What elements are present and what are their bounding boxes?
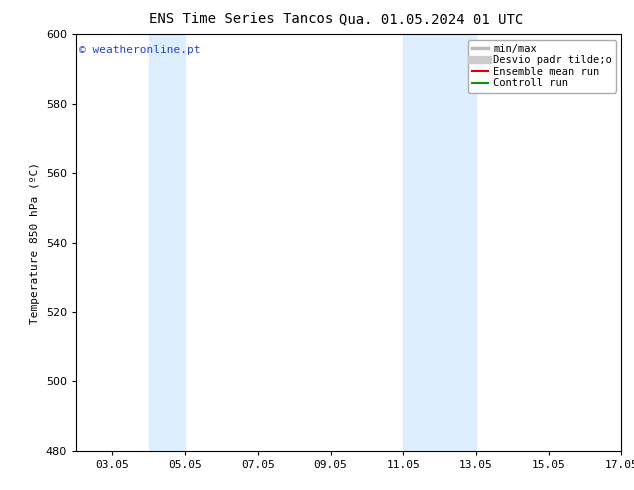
- Legend: min/max, Desvio padr tilde;o, Ensemble mean run, Controll run: min/max, Desvio padr tilde;o, Ensemble m…: [468, 40, 616, 93]
- Text: Qua. 01.05.2024 01 UTC: Qua. 01.05.2024 01 UTC: [339, 12, 523, 26]
- Bar: [403, 34, 476, 451]
- Text: ENS Time Series Tancos: ENS Time Series Tancos: [149, 12, 333, 26]
- Y-axis label: Temperature 850 hPa (ºC): Temperature 850 hPa (ºC): [30, 162, 40, 323]
- Bar: [149, 34, 185, 451]
- Text: © weatheronline.pt: © weatheronline.pt: [79, 45, 200, 55]
